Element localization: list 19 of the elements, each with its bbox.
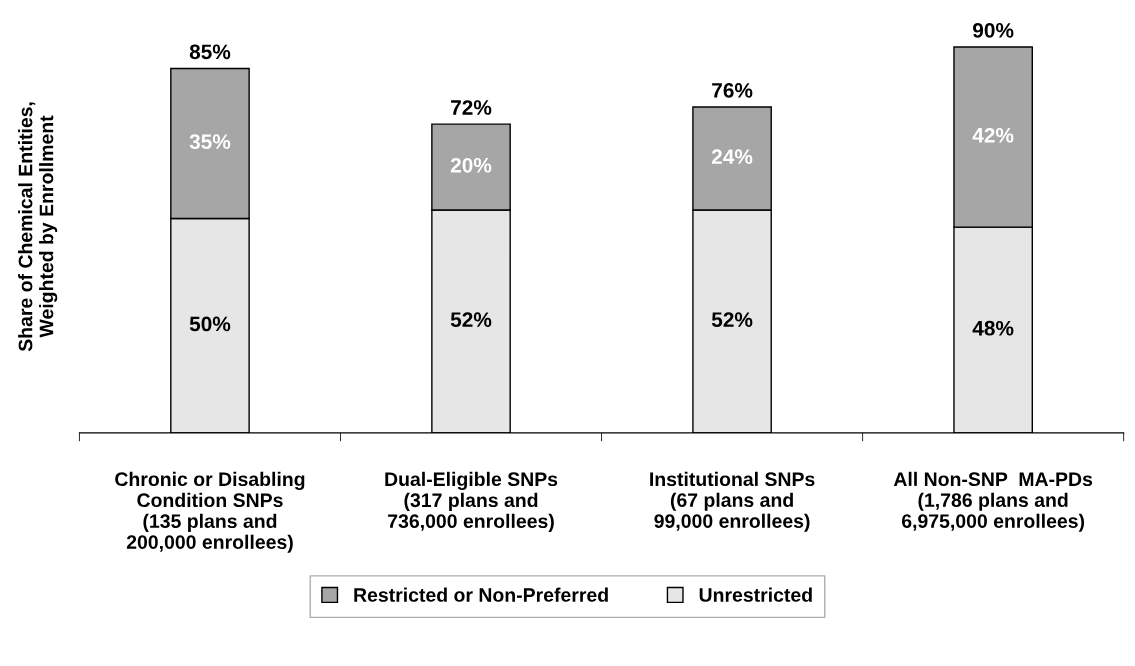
y-axis-title: Share of Chemical Entities, Weighted by Enrollment (18, 102, 58, 352)
data-label: 48% (972, 320, 1014, 336)
data-label: 50% (189, 316, 231, 332)
total-label: 72% (451, 100, 492, 115)
legend-label: Restricted or Non-Preferred (354, 587, 608, 602)
total-label: 90% (973, 22, 1014, 38)
x-tick-label: Dual-Eligible SNPs (317 plans and 736,000 enrollees) (385, 471, 558, 532)
legend-label: Unrestricted (699, 587, 812, 602)
data-label: 52% (711, 312, 753, 328)
data-label: 42% (972, 127, 1014, 143)
total-label: 76% (712, 83, 753, 98)
x-tick-label: Chronic or Disabling Condition SNPs (135 plans and 200,000 enrollees) (115, 471, 305, 553)
x-tick-label: All Non-SNP MA-PDs (1,786 plans and 6,975,000 enrollees) (893, 471, 1093, 532)
data-label: 52% (450, 312, 492, 328)
data-label: 20% (450, 157, 492, 173)
data-label: 35% (189, 134, 231, 150)
x-tick-label: Institutional SNPs (67 plans and 99,000 enrollees) (650, 471, 815, 532)
data-label: 24% (711, 149, 753, 165)
total-label: 85% (189, 44, 231, 60)
